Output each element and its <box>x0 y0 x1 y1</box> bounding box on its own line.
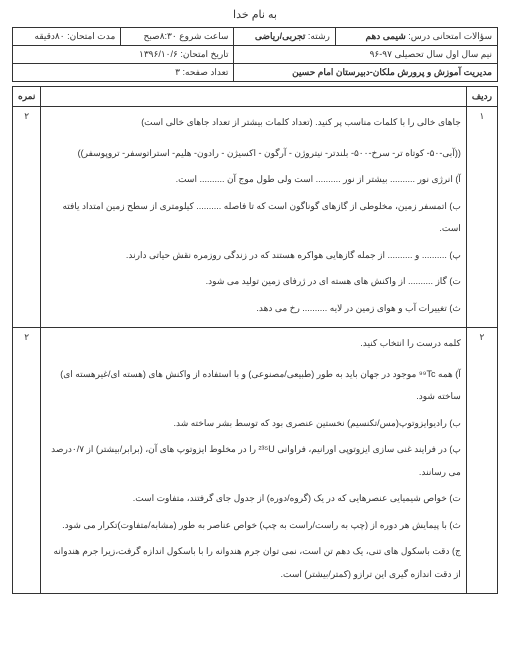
major-value: تجربی/ریاضی <box>255 31 306 41</box>
exam-date-label: تاریخ امتحان: <box>180 49 228 59</box>
duration-value: ۸۰دقیقه <box>35 31 65 41</box>
page-count-cell: تعداد صفحه: ۳ <box>13 64 234 82</box>
q1-part-t: ت) گاز .......... از واکنش های هسته ای د… <box>46 270 460 293</box>
q1-part-p: پ) .......... و .......... از جمله گازها… <box>46 244 460 267</box>
q2-p-isotope: ²³⁵U <box>259 444 275 454</box>
semester-cell: نیم سال اول سال تحصیلی ۹۷-۹۶ <box>234 46 498 64</box>
q1-number: ۱ <box>466 107 497 328</box>
col-radif-header: ردیف <box>466 87 497 107</box>
q2-part-t: ت) خواص شیمیایی عنصرهایی که در یک (گروه/… <box>46 487 460 510</box>
q1-part-b: ب) اتمسفر زمین، مخلوطی از گازهای گوناگون… <box>46 195 460 240</box>
questions-table: ردیف نمره ۱ جاهای خالی را با کلمات مناسب… <box>12 86 498 594</box>
major-cell: رشته: تجربی/ریاضی <box>234 28 335 46</box>
subject-cell: سؤالات امتحانی درس: شیمی دهم <box>335 28 497 46</box>
question-row-2: ۲ کلمه درست را انتخاب کنید. آ) همه ⁹⁹Tc … <box>13 328 498 594</box>
q2-part-p: پ) در فرایند غنی سازی ایزوتوپی اورانیم، … <box>46 438 460 483</box>
header-row-2: نیم سال اول سال تحصیلی ۹۷-۹۶ تاریخ امتحا… <box>13 46 498 64</box>
school-cell: مدیریت آموزش و پرورش ملکان-دبیرستان امام… <box>234 64 498 82</box>
q1-part-a: آ) انرژی نور .......... بیشتر از نور ...… <box>46 168 460 191</box>
page-count-label: تعداد صفحه: <box>183 67 229 77</box>
q2-number: ۲ <box>466 328 497 594</box>
q1-title: جاهای خالی را با کلمات مناسب پر کنید. (ت… <box>46 111 460 134</box>
page-count-value: ۳ <box>175 67 180 77</box>
major-label: رشته: <box>308 31 330 41</box>
q2-score: ۲ <box>13 328 41 594</box>
col-nomre-header: نمره <box>13 87 41 107</box>
header-row-3: مدیریت آموزش و پرورش ملکان-دبیرستان امام… <box>13 64 498 82</box>
start-time-cell: ساعت شروع ۸:۳۰صبح <box>121 28 234 46</box>
q2-title: کلمه درست را انتخاب کنید. <box>46 332 460 355</box>
duration-label: مدت امتحان: <box>67 31 115 41</box>
questions-header-row: ردیف نمره <box>13 87 498 107</box>
q2-a-pre: آ) همه <box>436 369 461 379</box>
q2-a-isotope: ⁹⁹Tc <box>419 369 436 379</box>
q2-part-a: آ) همه ⁹⁹Tc موجود در جهان باید به طور (ط… <box>46 363 460 408</box>
bismillah: به نام خدا <box>12 8 498 21</box>
header-row-1: سؤالات امتحانی درس: شیمی دهم رشته: تجربی… <box>13 28 498 46</box>
duration-cell: مدت امتحان: ۸۰دقیقه <box>13 28 121 46</box>
start-time-value: ۸:۳۰صبح <box>144 31 177 41</box>
exam-date-cell: تاریخ امتحان: ۱۳۹۶/۱۰/۶ <box>13 46 234 64</box>
q1-options: ((آبی-۵۰- کوتاه تر- سرخ-۵۰۰- بلندتر- نیت… <box>46 142 460 165</box>
q1-score: ۲ <box>13 107 41 328</box>
q2-part-b: ب) رادیوایزوتوپ(مس/تکنسیم) نخستین عنصری … <box>46 412 460 435</box>
q2-a-post: موجود در جهان باید به طور (طبیعی/مصنوعی)… <box>60 369 461 402</box>
q2-part-th: ث) با پیمایش هر دوره از (چپ به راست/راست… <box>46 514 460 537</box>
q2-content: کلمه درست را انتخاب کنید. آ) همه ⁹⁹Tc مو… <box>41 328 466 594</box>
q1-part-th: ث) تغییرات آب و هوای زمین در لایه ......… <box>46 297 460 320</box>
q2-part-j: ج) دقت باسکول های تنی، یک دهم تن است، نم… <box>46 540 460 585</box>
header-table: سؤالات امتحانی درس: شیمی دهم رشته: تجربی… <box>12 27 498 82</box>
q1-content: جاهای خالی را با کلمات مناسب پر کنید. (ت… <box>41 107 466 328</box>
col-question-header <box>41 87 466 107</box>
exam-date-value: ۱۳۹۶/۱۰/۶ <box>139 49 178 59</box>
start-time-label: ساعت شروع <box>179 31 228 41</box>
q2-p-pre: پ) در فرایند غنی سازی ایزوتوپی اورانیم، … <box>275 444 461 454</box>
subject-value: شیمی دهم <box>366 31 406 41</box>
question-row-1: ۱ جاهای خالی را با کلمات مناسب پر کنید. … <box>13 107 498 328</box>
subject-label: سؤالات امتحانی درس: <box>408 31 492 41</box>
